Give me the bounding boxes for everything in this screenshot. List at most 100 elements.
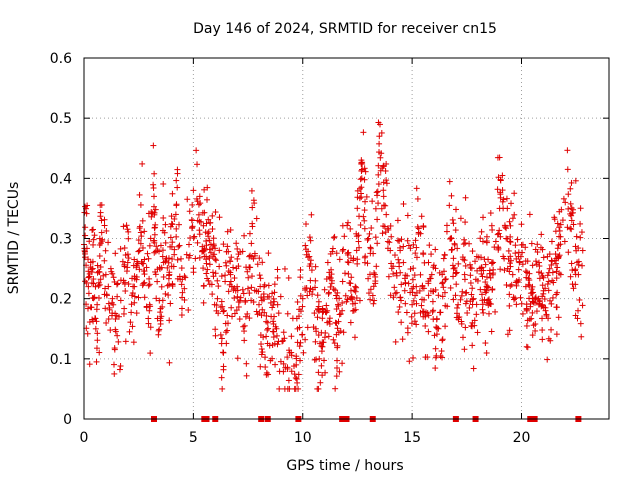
data-point <box>539 293 546 300</box>
data-point <box>542 307 549 314</box>
data-point <box>265 371 272 378</box>
data-point <box>370 300 377 307</box>
data-point <box>549 277 556 284</box>
data-point <box>545 315 552 322</box>
data-point <box>89 265 96 272</box>
data-point <box>565 205 572 212</box>
data-point <box>304 324 311 331</box>
data-point <box>490 259 497 266</box>
data-point <box>94 269 101 276</box>
data-point <box>422 322 429 329</box>
data-point <box>186 252 193 259</box>
data-point <box>507 283 514 290</box>
data-point <box>399 336 406 343</box>
data-point <box>382 229 389 236</box>
data-point <box>239 248 246 255</box>
data-point <box>571 267 578 274</box>
data-point <box>344 222 351 229</box>
data-point <box>565 191 572 198</box>
data-point <box>515 249 522 256</box>
data-point <box>327 250 334 257</box>
data-point <box>577 220 584 227</box>
data-point <box>178 305 185 312</box>
data-point <box>526 316 533 323</box>
data-point <box>280 337 287 344</box>
data-point <box>339 278 346 285</box>
data-point <box>224 243 231 250</box>
data-point <box>532 258 539 265</box>
data-point <box>556 227 563 234</box>
data-point <box>264 319 271 326</box>
data-point <box>210 273 217 280</box>
data-point <box>125 255 132 262</box>
data-point <box>182 274 189 281</box>
data-point <box>147 324 154 331</box>
data-point <box>116 313 122 320</box>
data-point <box>577 234 584 241</box>
data-point <box>231 310 238 317</box>
data-point <box>555 242 562 249</box>
data-point <box>230 264 237 271</box>
data-point <box>199 209 206 216</box>
data-point <box>548 238 555 245</box>
data-point <box>568 260 575 267</box>
data-point <box>347 225 354 232</box>
y-tick-label: 0.5 <box>50 111 72 127</box>
data-point <box>90 226 97 233</box>
data-point <box>281 335 288 342</box>
data-point <box>351 334 358 341</box>
data-point <box>424 354 431 361</box>
data-point <box>534 241 541 248</box>
data-point <box>234 287 241 294</box>
data-point <box>442 276 449 283</box>
data-point <box>406 358 413 365</box>
data-point <box>459 334 466 341</box>
data-point <box>350 257 357 264</box>
data-point <box>112 316 119 323</box>
data-point <box>386 239 393 246</box>
data-point <box>90 318 97 325</box>
data-point <box>440 268 447 275</box>
data-point <box>379 164 386 171</box>
data-point <box>341 233 348 240</box>
data-point <box>94 337 101 344</box>
data-point <box>365 235 372 242</box>
data-point <box>362 168 369 175</box>
data-point <box>209 291 216 298</box>
data-point <box>479 273 486 280</box>
data-point <box>300 349 307 356</box>
data-point <box>84 330 91 337</box>
data-point <box>418 302 425 309</box>
data-point <box>340 329 347 336</box>
data-point <box>124 226 131 233</box>
data-point <box>537 244 544 251</box>
data-point <box>121 279 128 286</box>
data-point <box>159 253 166 260</box>
data-point <box>111 346 118 353</box>
data-point <box>370 283 377 290</box>
data-point <box>512 250 519 257</box>
data-point <box>482 289 489 296</box>
data-point <box>184 196 191 203</box>
data-point <box>274 301 281 308</box>
data-point <box>152 206 159 213</box>
data-point <box>306 288 313 295</box>
data-point <box>539 327 546 334</box>
data-point <box>131 293 138 300</box>
data-point <box>443 222 450 229</box>
data-point <box>206 246 213 253</box>
data-point <box>166 271 173 278</box>
data-point <box>203 237 210 244</box>
data-point <box>469 248 476 255</box>
data-point <box>315 385 322 392</box>
y-tick-label: 0.6 <box>50 51 72 67</box>
data-point <box>203 270 210 277</box>
data-point <box>388 233 395 240</box>
data-point <box>271 281 278 288</box>
data-point <box>448 247 455 254</box>
data-point <box>449 216 456 223</box>
data-point <box>200 222 207 229</box>
data-point <box>189 223 196 230</box>
data-point <box>91 294 98 301</box>
data-point <box>506 327 513 334</box>
